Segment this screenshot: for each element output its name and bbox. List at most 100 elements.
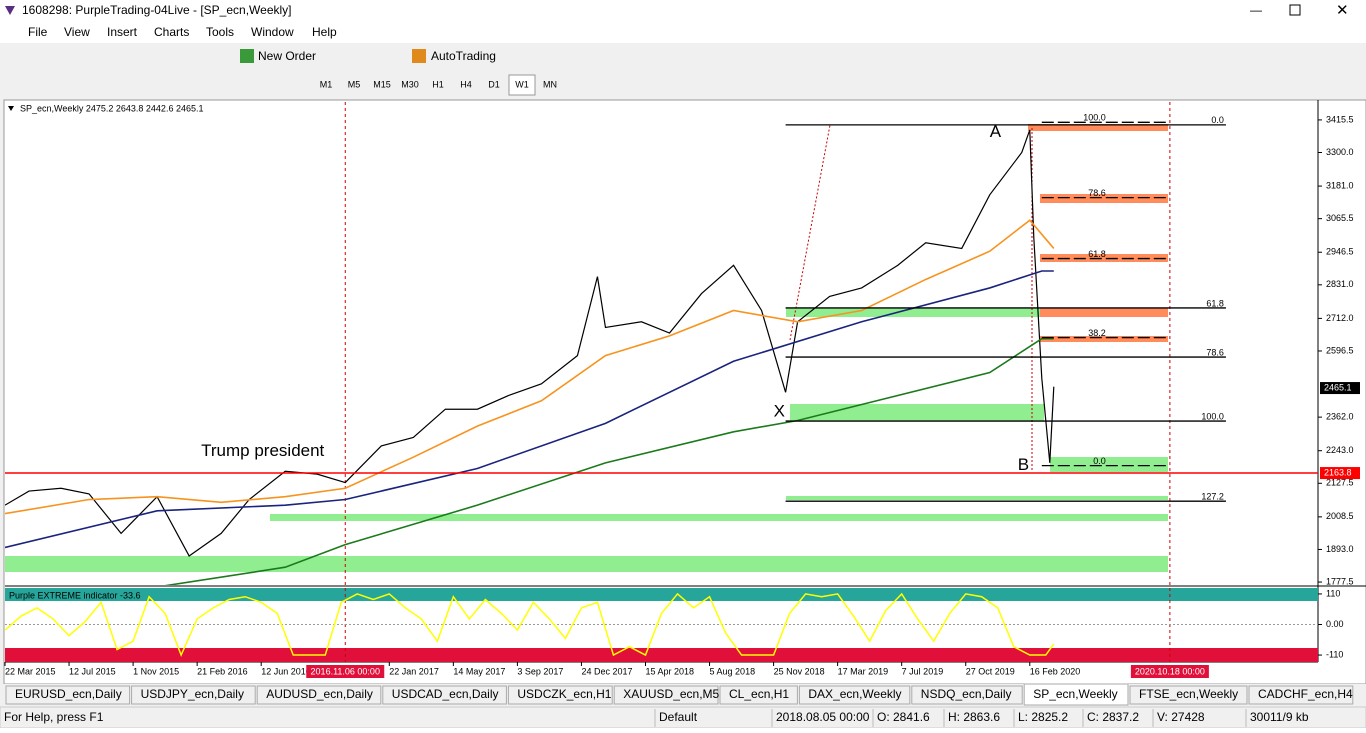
x-tick-label: 27 Oct 2019 [966,666,1015,676]
indicator-tick-label: -110 [1326,649,1343,659]
fib-label: 0.0 [1093,456,1106,466]
window-title: 1608298: PurpleTrading-04Live - [SP_ecn,… [22,3,292,17]
zone [1040,308,1168,317]
status-item: C: 2837.2 [1087,710,1139,724]
price-label: 2465.1 [1324,382,1352,392]
x-tick-label: 15 Apr 2018 [645,666,694,676]
tab[interactable] [719,685,798,705]
tab-label[interactable]: AUDUSD_ecn,Daily [266,687,373,701]
indicator-tick-label: 0.00 [1326,619,1344,629]
tab-label[interactable]: SP_ecn,Weekly [1033,687,1118,701]
close[interactable]: ✕ [1336,2,1349,19]
zones [5,124,1168,572]
tab[interactable] [382,685,507,705]
tab[interactable] [613,685,719,705]
menu-item[interactable]: View [64,25,90,39]
timeframe[interactable]: H4 [460,79,472,89]
status-item: Default [659,710,698,724]
x-tick-label: 22 Mar 2015 [5,666,56,676]
menu-item[interactable]: Insert [107,25,138,39]
tab[interactable] [1129,685,1248,705]
app-icon [5,6,15,15]
x-tick-label: 7 Jul 2019 [902,666,944,676]
tab[interactable] [5,685,131,705]
timeframe[interactable]: MN [543,79,557,89]
menu-item[interactable]: File [28,25,48,39]
tab-label[interactable]: USDCAD_ecn,Daily [392,687,499,701]
y-tick-label: 1893.0 [1326,544,1354,554]
new-order[interactable]: New Order [258,49,316,63]
y-tick-label: 2243.0 [1326,445,1354,455]
overbought-band [5,588,1318,601]
indicator-tick-label: 110 [1326,588,1340,598]
y-tick-label: 2946.5 [1326,247,1354,257]
tab[interactable] [1248,685,1354,705]
header-arrow [8,106,14,111]
timeframe[interactable]: M30 [401,79,419,89]
toolbars [0,44,1366,98]
menu-item[interactable]: Help [312,25,337,39]
tab-label[interactable]: EURUSD_ecn,Daily [15,687,122,701]
fib-label: 100.0 [1083,113,1106,123]
x-tick-label: 14 May 2017 [453,666,505,676]
x-tick-label: 1 Nov 2015 [133,666,179,676]
status-item: O: 2841.6 [877,710,930,724]
price-line [5,129,1055,557]
zone [1040,336,1168,342]
tab-label[interactable]: NSDQ_ecn,Daily [921,687,1012,701]
indicator-name: Purple EXTREME indicator -33.6 [9,590,141,600]
timeframe[interactable]: M15 [373,79,391,89]
tab[interactable] [1023,683,1129,706]
timeframe[interactable]: D1 [488,79,500,89]
oversold-band [5,648,1318,662]
tab-label[interactable]: CADCHF_ecn,H4 [1258,687,1353,701]
fib-label: 78.6 [1088,188,1106,198]
cursor-label: 2020.10.18 00:00 [1135,666,1205,676]
price-label-box [1320,382,1360,395]
y-tick-label: 3181.0 [1326,180,1354,190]
tab[interactable] [131,685,256,705]
tab-label[interactable]: DAX_ecn,Weekly [808,687,901,701]
minimize[interactable]: — [1250,3,1262,17]
autotrading[interactable]: AutoTrading [431,49,496,63]
timeframe[interactable]: H1 [432,79,444,89]
indicator-plot [5,592,1055,658]
tab-label[interactable]: USDJPY_ecn,Daily [141,687,244,701]
menu-item[interactable]: Tools [206,25,234,39]
x-tick-label: 12 Jul 2015 [69,666,116,676]
y-tick-label: 3065.5 [1326,213,1354,223]
tab-label[interactable]: XAUUSD_ecn,M5 [623,687,719,701]
tab-label[interactable]: FTSE_ecn,Weekly [1139,687,1238,701]
timeframe[interactable]: W1 [515,79,529,89]
tab-label[interactable]: CL_ecn,H1 [729,687,789,701]
menu-item[interactable]: Charts [154,25,189,39]
x-tick-label: 21 Feb 2016 [197,666,248,676]
status-item: 30011/9 kb [1250,710,1309,724]
new-order-icon[interactable] [240,49,254,63]
y-tick-label: 2831.0 [1326,279,1354,289]
status-item: H: 2863.6 [948,710,1000,724]
fib-label: 78.6 [1206,347,1224,357]
moving-average [5,270,1054,549]
zone [5,556,1168,572]
annotation: X [774,402,785,421]
tab[interactable] [798,685,911,705]
tab[interactable] [256,685,382,705]
price-label-box [1320,467,1360,480]
menu-item[interactable]: Window [251,25,294,39]
x-tick-label: 3 Sep 2017 [517,666,563,676]
autotrading-icon[interactable] [412,49,426,63]
zone [786,308,1040,317]
x-tick-label: 17 Mar 2019 [838,666,889,676]
tab[interactable] [911,685,1023,705]
timeframe[interactable]: M1 [320,79,333,89]
fib-label: 100.0 [1201,411,1224,421]
tab-label[interactable]: USDCZK_ecn,H1 [517,687,611,701]
maximize[interactable] [1289,4,1301,16]
fib-label: 61.8 [1088,249,1106,259]
x-tick-label: 5 Aug 2018 [710,666,756,676]
timeframe[interactable]: M5 [348,79,361,89]
zone [1040,254,1168,262]
tab[interactable] [507,685,613,705]
zone [1050,457,1168,472]
